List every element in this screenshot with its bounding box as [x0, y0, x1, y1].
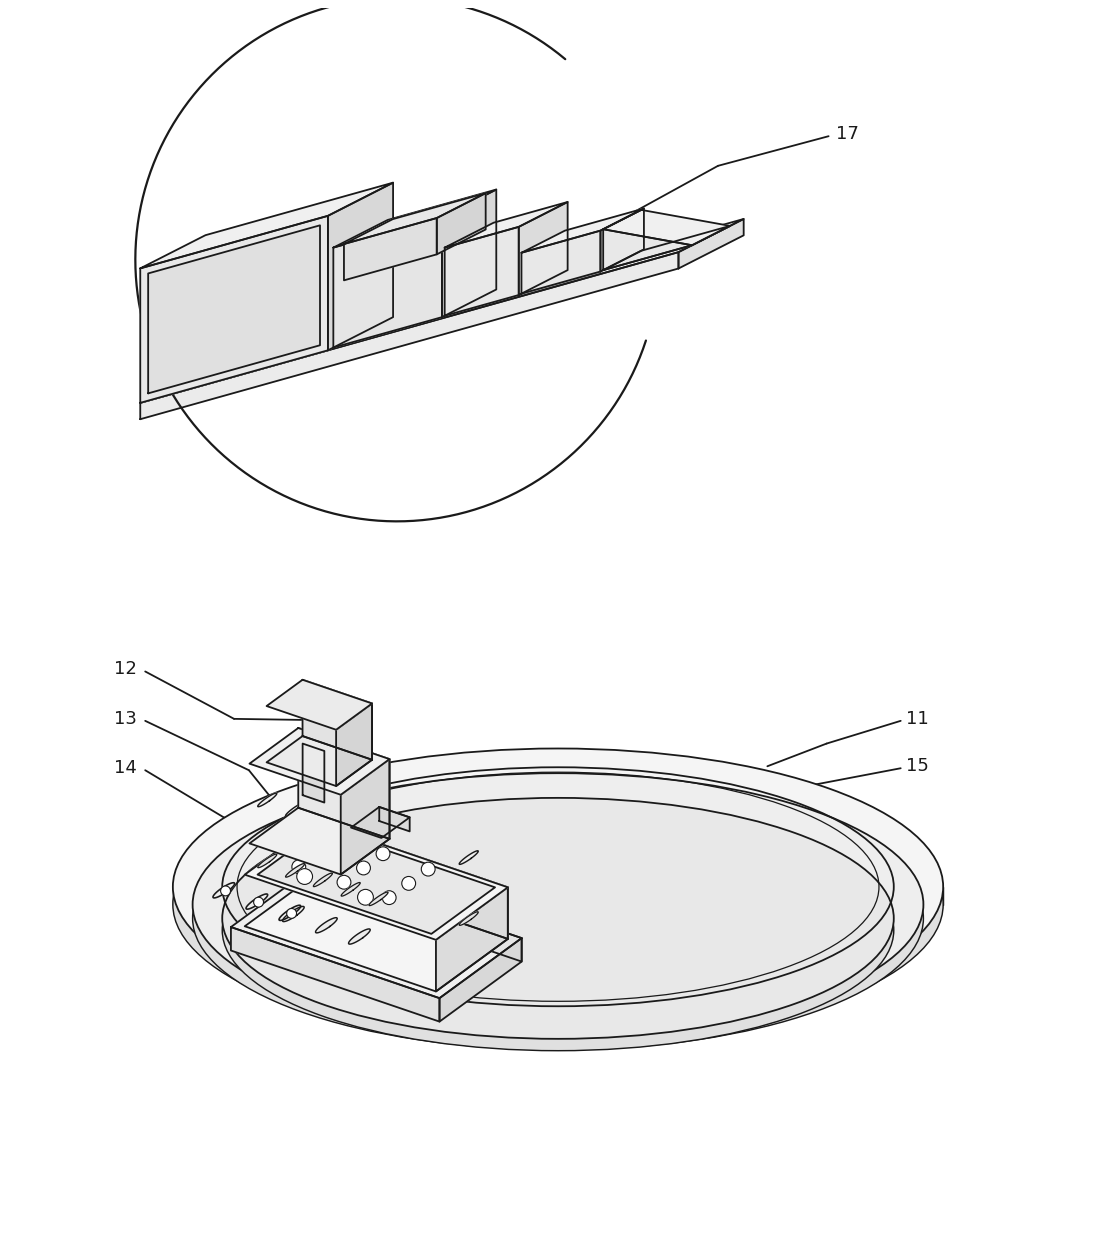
- Polygon shape: [601, 209, 643, 272]
- Circle shape: [331, 832, 345, 845]
- Polygon shape: [249, 728, 390, 795]
- Polygon shape: [344, 194, 486, 244]
- Circle shape: [357, 889, 373, 906]
- Circle shape: [254, 897, 264, 907]
- Ellipse shape: [173, 749, 943, 1025]
- Ellipse shape: [192, 774, 924, 1035]
- Text: 15: 15: [906, 757, 928, 775]
- Polygon shape: [341, 759, 390, 874]
- Ellipse shape: [173, 766, 943, 1043]
- Polygon shape: [303, 679, 372, 760]
- Polygon shape: [315, 917, 337, 933]
- Polygon shape: [341, 883, 360, 896]
- Polygon shape: [231, 927, 439, 1021]
- Circle shape: [337, 876, 351, 889]
- Text: 12: 12: [114, 660, 136, 678]
- Text: 13: 13: [114, 710, 136, 728]
- Polygon shape: [314, 813, 333, 825]
- Circle shape: [376, 847, 390, 860]
- Polygon shape: [333, 289, 496, 347]
- Circle shape: [292, 860, 306, 874]
- Polygon shape: [246, 894, 268, 910]
- Circle shape: [312, 845, 325, 859]
- Polygon shape: [459, 850, 478, 864]
- Polygon shape: [678, 219, 744, 268]
- Polygon shape: [351, 806, 410, 838]
- Polygon shape: [333, 190, 496, 248]
- Polygon shape: [316, 823, 508, 938]
- Polygon shape: [141, 216, 328, 403]
- Polygon shape: [436, 887, 508, 991]
- Circle shape: [402, 877, 416, 891]
- Polygon shape: [141, 182, 393, 268]
- Polygon shape: [349, 928, 370, 944]
- Ellipse shape: [222, 798, 894, 1039]
- Polygon shape: [437, 194, 486, 254]
- Polygon shape: [286, 803, 305, 816]
- Polygon shape: [267, 736, 372, 786]
- Polygon shape: [603, 229, 693, 270]
- Ellipse shape: [222, 810, 894, 1050]
- Polygon shape: [279, 906, 300, 921]
- Polygon shape: [380, 806, 410, 832]
- Polygon shape: [149, 225, 319, 394]
- Circle shape: [297, 868, 313, 884]
- Polygon shape: [333, 218, 442, 347]
- Polygon shape: [442, 190, 496, 317]
- Polygon shape: [141, 252, 678, 419]
- Polygon shape: [258, 828, 495, 933]
- Polygon shape: [336, 703, 372, 786]
- Polygon shape: [603, 226, 731, 270]
- Polygon shape: [231, 867, 522, 998]
- Polygon shape: [213, 883, 235, 898]
- Polygon shape: [298, 728, 390, 839]
- Circle shape: [221, 886, 230, 896]
- Polygon shape: [249, 808, 390, 874]
- Polygon shape: [445, 203, 567, 248]
- Polygon shape: [369, 892, 388, 906]
- Polygon shape: [267, 679, 372, 730]
- Polygon shape: [603, 210, 731, 245]
- Polygon shape: [286, 863, 305, 877]
- Polygon shape: [344, 218, 437, 281]
- Polygon shape: [341, 821, 360, 835]
- Text: 17: 17: [837, 126, 859, 143]
- Polygon shape: [369, 832, 388, 844]
- Ellipse shape: [192, 788, 924, 1049]
- Polygon shape: [518, 203, 567, 296]
- Polygon shape: [439, 938, 522, 1021]
- Polygon shape: [303, 743, 324, 803]
- Polygon shape: [245, 874, 508, 991]
- Polygon shape: [245, 823, 508, 940]
- Polygon shape: [258, 854, 277, 868]
- Polygon shape: [328, 182, 393, 350]
- Polygon shape: [313, 867, 522, 961]
- Polygon shape: [522, 209, 643, 253]
- Circle shape: [356, 860, 371, 874]
- Circle shape: [287, 908, 296, 918]
- Polygon shape: [445, 270, 567, 316]
- Polygon shape: [283, 907, 304, 922]
- Polygon shape: [258, 793, 277, 806]
- Polygon shape: [459, 912, 478, 926]
- Polygon shape: [522, 230, 601, 293]
- Circle shape: [421, 862, 436, 876]
- Circle shape: [382, 891, 397, 905]
- Text: 14: 14: [114, 760, 136, 777]
- Text: 11: 11: [906, 710, 928, 728]
- Polygon shape: [522, 249, 643, 293]
- Polygon shape: [141, 219, 744, 403]
- Polygon shape: [445, 226, 518, 316]
- Polygon shape: [314, 873, 333, 887]
